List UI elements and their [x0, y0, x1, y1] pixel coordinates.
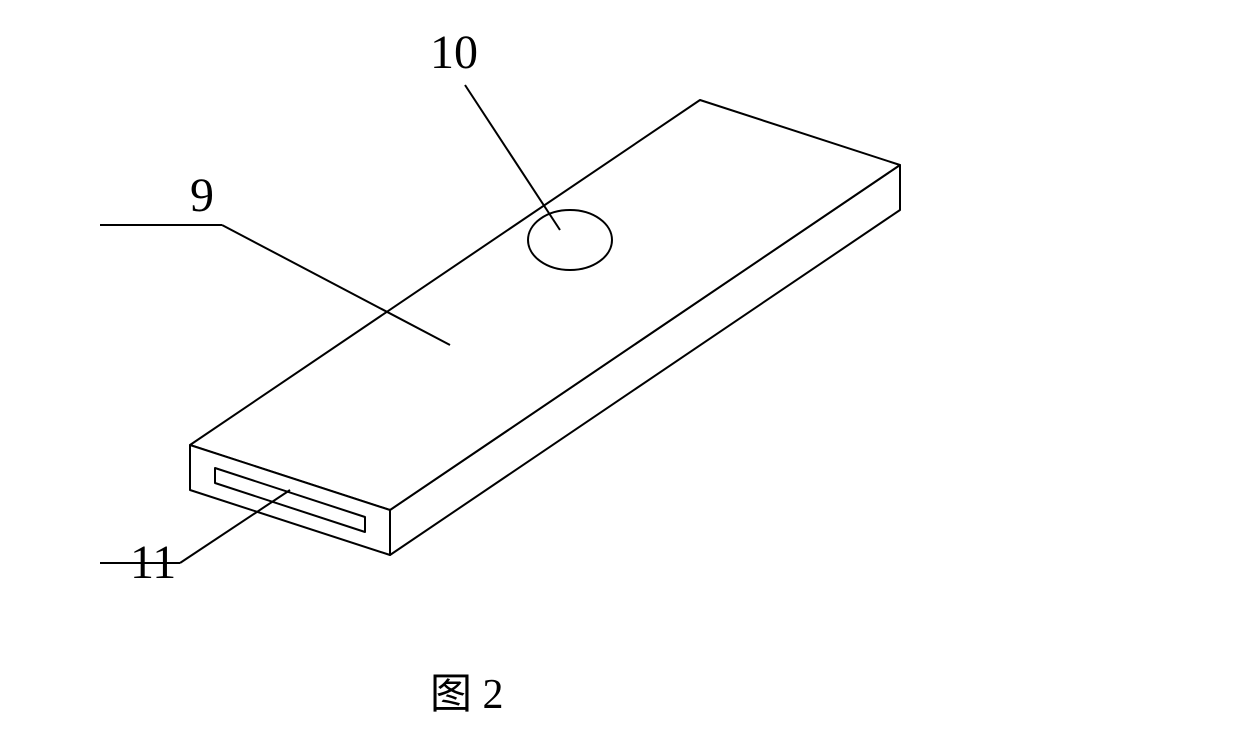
diagram-stage: 10 9 11 图 2 — [0, 0, 1258, 738]
diagram-svg — [0, 0, 1258, 738]
leader-9 — [222, 225, 450, 345]
label-11: 11 — [130, 535, 176, 590]
leader-10 — [465, 85, 560, 230]
label-10: 10 — [430, 25, 478, 80]
figure-caption: 图 2 — [430, 660, 504, 721]
label-9: 9 — [190, 168, 214, 223]
